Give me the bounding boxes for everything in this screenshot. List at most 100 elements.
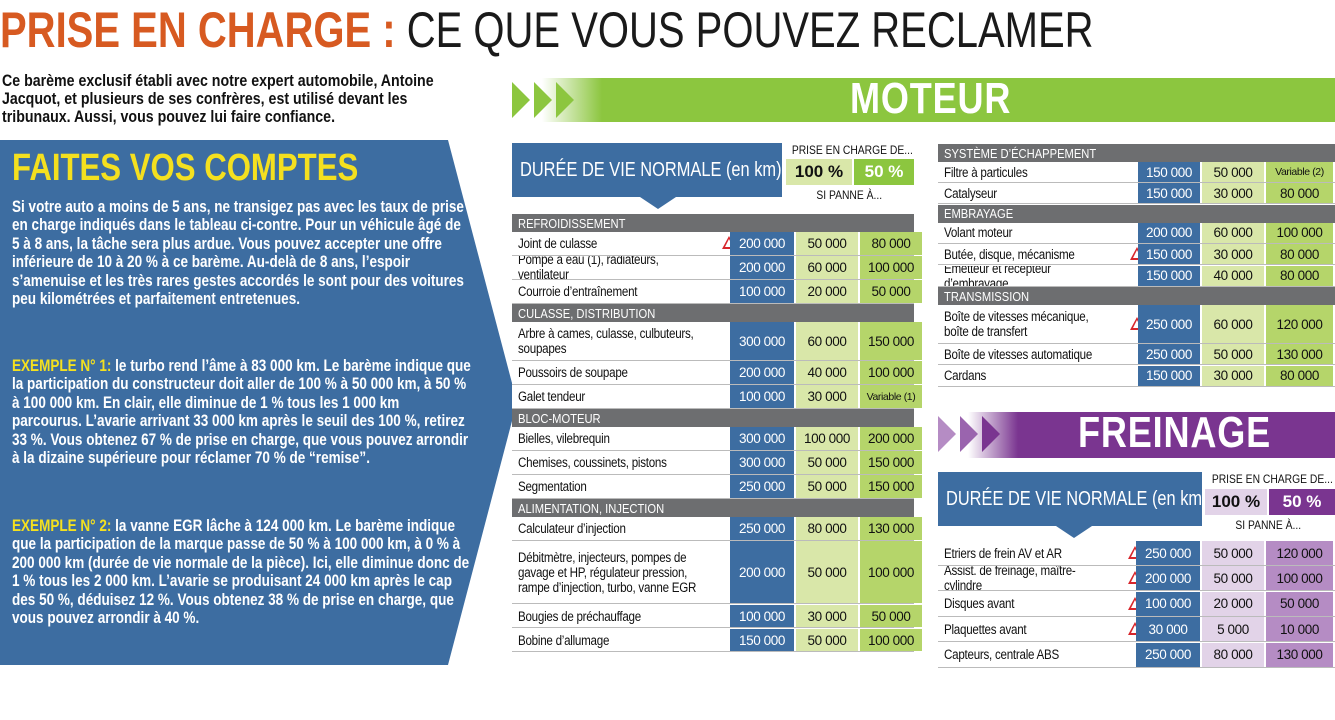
freinage-prise-header: PRISE EN CHARGE DE... xyxy=(1211,472,1333,486)
moteur-prise-header: PRISE EN CHARGE DE... xyxy=(791,143,913,157)
row-label: Plaquettes avant xyxy=(938,617,1136,642)
duree-value: 150 000 xyxy=(1138,183,1200,204)
row-label: Chemises, coussinets, pistons xyxy=(512,451,730,474)
moteur-duree-header: DURÉE DE VIE NORMALE (en km) xyxy=(512,143,782,197)
row-separator xyxy=(938,666,1335,668)
value-50: 10 000 xyxy=(1266,617,1333,642)
duree-value: 200 000 xyxy=(1136,566,1200,591)
example-2: EXEMPLE N° 2: la vanne EGR lâche à 124 0… xyxy=(12,517,471,627)
duree-value: 150 000 xyxy=(1138,365,1200,386)
left-panel xyxy=(0,140,517,665)
row-separator xyxy=(938,615,1335,617)
example-1-label: EXEMPLE N° 1: xyxy=(12,357,112,375)
row-separator xyxy=(512,474,914,475)
row-label: Débitmètre, injecteurs, pompes de gavage… xyxy=(512,541,730,604)
example-1: EXEMPLE N° 1: le turbo rend l’âme à 83 0… xyxy=(12,357,471,467)
row-label: Catalyseur xyxy=(938,183,1138,204)
title-red: PRISE EN CHARGE : xyxy=(0,2,396,58)
section-header: CULASSE, DISTRIBUTION xyxy=(512,304,914,322)
value-50: 120 000 xyxy=(1266,541,1333,565)
row-separator xyxy=(512,384,914,385)
table-row: Emetteur et récepteur d’embrayage 150 000… xyxy=(938,265,1335,286)
row-separator xyxy=(512,278,914,280)
row-label: Capteurs, centrale ABS xyxy=(938,642,1136,667)
table-row: Plaquettes avant 30 000 5 000 10 000 xyxy=(938,617,1335,642)
row-label: Poussoirs de soupape xyxy=(512,361,730,384)
chevron-icon xyxy=(960,416,978,452)
row-label: Bobine d’allumage xyxy=(512,628,730,652)
chevron-icon xyxy=(512,82,530,118)
duree-value: 30 000 xyxy=(1136,617,1200,642)
row-label: Disques avant xyxy=(938,591,1136,616)
row-label: Courroie d’entraînement xyxy=(512,280,730,303)
freinage-panne-header: SI PANNE À... xyxy=(1235,518,1302,532)
page-title: PRISE EN CHARGE : CE QUE VOUS POUVEZ REC… xyxy=(0,0,1094,62)
table-row: Arbre à cames, culasse, culbuteurs, soup… xyxy=(512,322,922,360)
table-row: Bielles, vilebrequin 300 000 100 000 200 00… xyxy=(512,427,922,450)
row-separator xyxy=(512,360,914,361)
moteur-100-header: 100 % xyxy=(786,159,852,185)
duree-value: 200 000 xyxy=(730,361,794,384)
value-100: 50 000 xyxy=(796,541,858,604)
duree-value: 100 000 xyxy=(730,604,794,628)
chevron-icon xyxy=(938,416,956,452)
row-label: Bougies de préchauffage xyxy=(512,604,730,628)
table-row: Catalyseur 150 000 30 000 80 000 xyxy=(938,183,1335,204)
table-row: Etriers de frein AV et AR 250 000 50 000 12… xyxy=(938,541,1335,565)
table-row: Volant moteur 200 000 60 000 100 000 xyxy=(938,222,1335,243)
row-label: Volant moteur xyxy=(938,222,1138,243)
row-separator xyxy=(938,385,1335,387)
row-separator xyxy=(938,590,1335,592)
section-header: REFROIDISSEMENT xyxy=(512,214,914,232)
left-heading: FAITES VOS COMPTES xyxy=(12,147,359,189)
row-label: Butée, disque, mécanisme xyxy=(938,244,1138,265)
duree-value: 250 000 xyxy=(1136,541,1200,565)
table-row: Segmentation 250 000 50 000 150 000 xyxy=(512,475,922,498)
row-label: Pompe à eau (1), radiateurs, ventilateur xyxy=(512,256,730,279)
value-50: 80 000 xyxy=(1266,244,1333,265)
value-100: 30 000 xyxy=(1202,244,1264,265)
duree-value: 100 000 xyxy=(730,280,794,303)
chevron-icon xyxy=(982,416,1000,452)
header-pointer xyxy=(1056,526,1092,538)
moteur-title: MOTEUR xyxy=(850,74,1012,123)
row-label: Arbre à cames, culasse, culbuteurs, soup… xyxy=(512,322,730,360)
duree-value: 200 000 xyxy=(1138,222,1200,243)
row-separator xyxy=(512,302,914,304)
value-50: 100 000 xyxy=(860,256,922,279)
row-label: Segmentation xyxy=(512,475,730,498)
table-row: Boîte de vitesses automatique 250 000 50 0… xyxy=(938,344,1335,365)
table-row: Disques avant 100 000 20 000 50 000 xyxy=(938,591,1335,616)
value-50: 100 000 xyxy=(1266,566,1333,591)
duree-value: 150 000 xyxy=(1138,265,1200,286)
value-100: 20 000 xyxy=(1202,591,1264,616)
title-black: CE QUE VOUS POUVEZ RECLAMER xyxy=(395,2,1094,58)
row-label: Calculateur d’injection xyxy=(512,517,730,540)
table-row: Poussoirs de soupape 200 000 40 000 100 000 xyxy=(512,361,922,384)
section-header: BLOC-MOTEUR xyxy=(512,409,914,428)
table-row: Débitmètre, injecteurs, pompes de gavage… xyxy=(512,541,922,604)
value-100: 30 000 xyxy=(796,604,858,628)
value-100: 50 000 xyxy=(796,451,858,474)
table-row: Boîte de vitesses mécanique, boîte de tr… xyxy=(938,305,1335,343)
value-100: 80 000 xyxy=(1202,642,1264,667)
value-100: 50 000 xyxy=(1202,566,1264,591)
freinage-title: FREINAGE xyxy=(1078,408,1271,457)
duree-value: 100 000 xyxy=(730,385,794,408)
value-50: 80 000 xyxy=(860,232,922,255)
value-50: 120 000 xyxy=(1266,305,1333,343)
example-2-label: EXEMPLE N° 2: xyxy=(12,517,112,535)
value-100: 60 000 xyxy=(796,256,858,279)
value-100: 5 000 xyxy=(1202,617,1264,642)
row-label: Boîte de vitesses automatique xyxy=(938,344,1138,365)
row-separator xyxy=(938,343,1335,344)
duree-value: 150 000 xyxy=(1138,162,1200,182)
value-100: 80 000 xyxy=(796,517,858,540)
value-50: 80 000 xyxy=(1266,265,1333,286)
row-separator xyxy=(938,364,1335,366)
example-1-text: le turbo rend l’âme à 83 000 km. Le barè… xyxy=(12,357,471,468)
row-label: Galet tendeur xyxy=(512,385,730,408)
value-50: 100 000 xyxy=(860,361,922,384)
row-separator xyxy=(512,627,914,629)
table-row: Courroie d’entraînement 100 000 20 000 50 0… xyxy=(512,280,922,303)
